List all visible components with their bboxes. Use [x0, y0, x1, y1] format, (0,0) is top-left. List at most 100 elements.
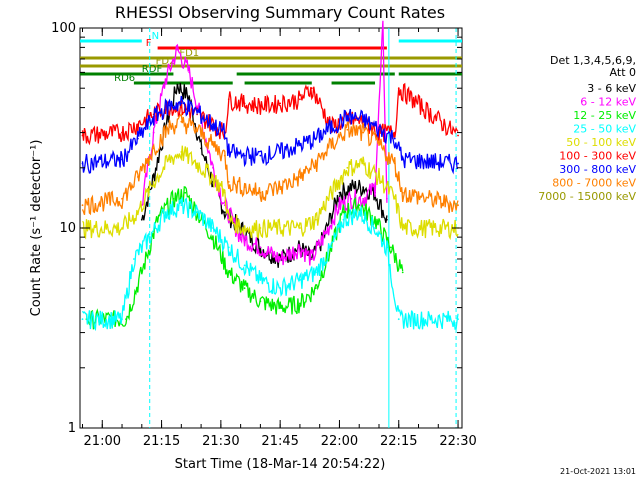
- series-point: [314, 271, 317, 274]
- series-point: [457, 134, 459, 137]
- series-point: [374, 186, 376, 189]
- series-point: [299, 176, 301, 178]
- series-point: [362, 162, 365, 165]
- series-point: [279, 151, 282, 153]
- series-point: [330, 246, 333, 249]
- series-point: [140, 218, 143, 221]
- series-point: [152, 181, 155, 183]
- series-point: [223, 131, 226, 134]
- series-line-25-50-kev: [81, 197, 459, 332]
- series-point: [184, 191, 187, 194]
- series-point: [358, 204, 361, 207]
- series-point: [346, 166, 349, 169]
- series-point: [259, 300, 262, 303]
- series-point: [180, 120, 183, 123]
- series-point: [212, 144, 214, 146]
- series-point: [314, 218, 317, 221]
- x-tick-label: 21:45: [261, 434, 298, 449]
- series-point: [330, 191, 333, 194]
- series-point: [121, 227, 123, 229]
- series-point: [180, 204, 183, 207]
- series-line-50-100-kev: [82, 145, 459, 241]
- series-point: [401, 227, 404, 229]
- series-point: [457, 204, 459, 207]
- series-point: [338, 204, 341, 207]
- series-line-3-6-kev: [141, 82, 388, 268]
- series-point: [188, 71, 191, 74]
- series-point: [81, 134, 84, 137]
- series-point: [227, 246, 230, 249]
- x-tick-label: 21:30: [202, 434, 239, 449]
- y-tick-label: 1: [68, 421, 76, 436]
- series-point: [374, 227, 376, 229]
- series-point: [168, 158, 171, 161]
- series-point: [259, 227, 262, 229]
- series-point: [164, 79, 167, 81]
- series-point: [81, 318, 84, 321]
- series-point: [243, 186, 246, 189]
- series-point: [299, 98, 301, 101]
- series-point: [401, 191, 404, 194]
- series-point: [401, 271, 404, 274]
- series-point: [338, 191, 341, 194]
- series-point: [196, 128, 199, 131]
- series-point: [279, 102, 282, 105]
- legend-entry: 50 - 100 keV: [566, 136, 636, 149]
- series-point: [196, 162, 199, 165]
- series-point: [81, 162, 84, 165]
- legend-entry: 100 - 300 keV: [559, 150, 636, 163]
- x-axis-label: Start Time (18-Mar-14 20:54:22): [175, 457, 386, 472]
- legend-entry: 6 - 12 keV: [580, 96, 636, 109]
- bar-label-fd1: FD1: [179, 48, 199, 59]
- series-point: [243, 154, 246, 157]
- series-point: [279, 186, 282, 189]
- series-point: [310, 87, 313, 90]
- x-tick-label: 22:00: [321, 434, 358, 449]
- series-point: [223, 191, 226, 194]
- legend-header: Att 0: [610, 66, 636, 79]
- series-point: [121, 131, 123, 134]
- series-point: [136, 137, 139, 140]
- series-point: [358, 211, 361, 214]
- series-point: [148, 236, 151, 239]
- series-point: [152, 147, 155, 150]
- series-point: [168, 126, 171, 128]
- series-point: [243, 264, 246, 267]
- series-point: [279, 287, 282, 290]
- x-axis: 21:00 21:15 21:30 21:45 22:00 22:15 22:30: [82, 28, 477, 449]
- series-point: [125, 318, 127, 321]
- series-point: [156, 218, 159, 221]
- series-point: [362, 118, 365, 121]
- series-point: [121, 318, 123, 321]
- series-point: [243, 287, 246, 290]
- series-point: [322, 236, 325, 239]
- bar-label-f: F: [146, 38, 152, 49]
- series-point: [259, 246, 262, 249]
- series-point: [259, 279, 262, 281]
- series-line-6-12-kev: [141, 20, 388, 266]
- series-point: [382, 27, 384, 29]
- series-point: [314, 137, 317, 140]
- series-line-300-800-kev: [81, 95, 459, 175]
- series-point: [81, 204, 84, 207]
- x-tick-label: 21:15: [143, 434, 180, 449]
- series-point: [362, 131, 365, 134]
- series-point: [299, 144, 301, 146]
- series-point: [350, 197, 353, 200]
- series-point: [299, 279, 301, 281]
- series-point: [397, 318, 400, 321]
- series-lines: [81, 20, 459, 332]
- series-point: [397, 87, 400, 90]
- series-point: [299, 227, 301, 229]
- series-point: [385, 218, 388, 221]
- series-point: [212, 176, 214, 178]
- series-point: [314, 162, 317, 165]
- series-point: [259, 104, 262, 107]
- series-point: [176, 83, 179, 86]
- series-point: [180, 151, 183, 153]
- legend-entry: 3 - 6 keV: [587, 82, 636, 95]
- legend-entry: 800 - 7000 keV: [552, 177, 636, 190]
- series-point: [259, 154, 262, 157]
- series-point: [168, 104, 171, 107]
